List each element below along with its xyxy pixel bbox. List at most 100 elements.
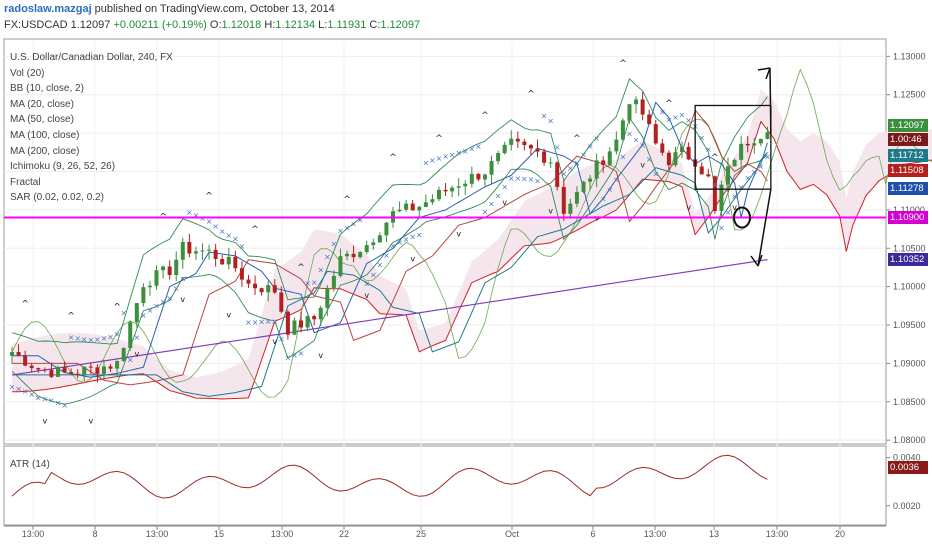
y-tick-label: 1.09000 (893, 358, 926, 368)
sar-dot: × (61, 401, 68, 410)
sar-dot: × (357, 215, 364, 224)
sar-dot: × (153, 301, 160, 310)
sar-dot: × (206, 217, 213, 226)
bb-lower-line (11, 117, 768, 405)
candle-body (312, 316, 317, 320)
sar-dot: × (731, 192, 738, 201)
y-tick-label: 1.09500 (893, 320, 926, 330)
candle-body (371, 242, 376, 246)
sar-dot: × (186, 208, 193, 217)
sar-dot: × (278, 335, 285, 344)
candle-body (331, 275, 336, 288)
candle-body (588, 178, 593, 182)
sar-dot: × (508, 174, 515, 183)
price-chart[interactable]: 1.130001.125001.120001.115001.110001.105… (0, 38, 932, 550)
fractal-down-marker: v (42, 417, 47, 426)
candle-body (450, 187, 455, 192)
sar-dot: × (620, 153, 627, 162)
ma20-line (12, 101, 768, 378)
fractal-down-marker: v (686, 203, 691, 212)
candle-body (266, 285, 271, 293)
sar-dot: × (468, 145, 475, 154)
sar-dot: × (429, 156, 436, 165)
candle-body (640, 99, 645, 115)
candle-body (634, 99, 639, 105)
y-tick-label: 1.12500 (893, 90, 926, 100)
y-tick-label: 1.08000 (893, 435, 926, 445)
candle-body (574, 191, 579, 204)
author-link[interactable]: radoslaw.mazgaj (4, 3, 92, 15)
sar-dot: × (712, 181, 719, 190)
fractal-up-marker: ^ (665, 99, 673, 109)
legend-symbol: U.S. Dollar/Canadian Dollar, 240, FX (10, 52, 173, 63)
main-pane-frame (3, 38, 887, 445)
candle-body (712, 176, 717, 211)
candle-body (272, 285, 277, 293)
fractal-up-marker: ^ (389, 153, 397, 163)
fractal-up-marker: ^ (619, 59, 627, 69)
fractal-up-marker: ^ (297, 263, 305, 273)
candle-body (443, 189, 448, 192)
sar-dot: × (35, 393, 42, 402)
candle-body (384, 222, 389, 236)
close-label: C: (369, 19, 381, 31)
sar-dot: × (9, 382, 16, 391)
sar-dot: × (337, 226, 344, 235)
candle-body (200, 250, 205, 252)
price-tag: 1.12097 (888, 119, 928, 133)
candle-body (10, 352, 14, 356)
candle-body (509, 138, 514, 145)
sar-dot: × (436, 154, 443, 163)
candle-body (259, 288, 264, 293)
candle-body (253, 283, 258, 289)
sar-dot: × (271, 317, 278, 326)
atr-tick-label: 0.0020 (893, 501, 921, 511)
sar-dot: × (94, 335, 101, 344)
candle-body (167, 266, 172, 275)
low-value: 1.11931 (327, 19, 367, 31)
candle-body (535, 148, 540, 152)
candle-body (496, 153, 501, 162)
sar-dot: × (199, 214, 206, 223)
candle-body (502, 144, 507, 154)
candle-body (364, 245, 369, 253)
annotation-box (694, 104, 772, 190)
open-value: 1.12018 (221, 19, 262, 31)
ichimoku-kijun-line (11, 120, 932, 400)
candle-body (548, 162, 553, 164)
sar-dot: × (127, 355, 134, 364)
price-tag: 1.10900 (888, 211, 928, 225)
sar-dot: × (239, 242, 246, 251)
candle-body (522, 141, 527, 146)
symbol[interactable]: FX:USDCAD (4, 19, 68, 31)
sar-dot: × (652, 169, 659, 178)
legend-fractal: Fractal (10, 176, 41, 188)
candle-body (680, 146, 685, 153)
candle-body (233, 256, 238, 269)
x-tick-label: 22 (339, 529, 349, 539)
sar-dot: × (87, 336, 94, 345)
annotation-circle (733, 206, 751, 229)
sar-dot: × (744, 174, 751, 183)
legend-ma200: MA (200, close) (10, 145, 80, 157)
sar-dot: × (101, 334, 108, 343)
candle-body (555, 162, 560, 187)
atr-value-tag: 0.0036 (888, 460, 928, 474)
candle-body (115, 361, 120, 369)
candle-body (161, 266, 166, 271)
ma100-line (12, 142, 768, 397)
legend-ma100: MA (100, close) (10, 129, 80, 141)
candle-body (397, 209, 402, 212)
sar-dot: × (22, 387, 29, 396)
sar-dot: × (370, 270, 377, 279)
sar-dot: × (593, 134, 600, 143)
candle-body (739, 143, 744, 160)
sar-dot: × (679, 111, 686, 120)
candle-body (568, 203, 573, 214)
fractal-down-marker: v (180, 295, 185, 304)
candle-body (128, 322, 133, 348)
sar-dot: × (580, 150, 587, 159)
candle-body (482, 174, 487, 180)
fractal-down-marker: v (134, 350, 139, 359)
sar-dot: × (587, 142, 594, 151)
